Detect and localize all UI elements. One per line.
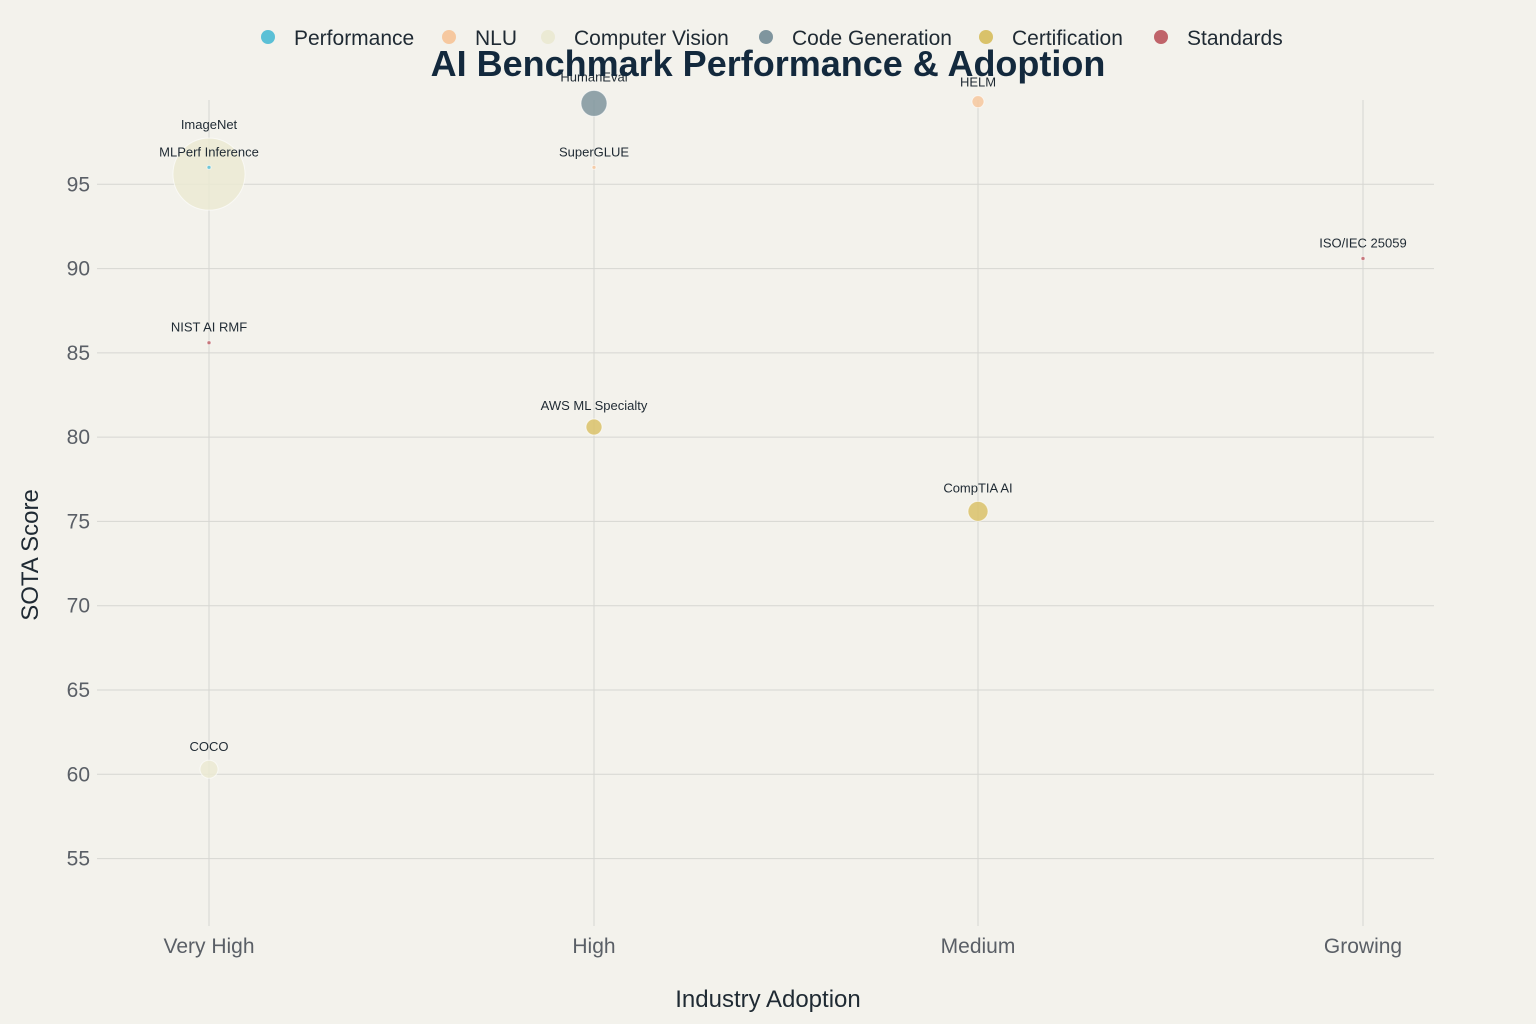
y-tick-label: 95 xyxy=(67,173,90,196)
data-point-helm xyxy=(971,95,985,109)
data-label-iso-iec-25059: ISO/IEC 25059 xyxy=(1319,235,1406,250)
y-tick-label: 80 xyxy=(67,426,90,449)
data-label-comptia-ai: CompTIA AI xyxy=(943,480,1012,495)
x-tick-label: High xyxy=(572,935,615,958)
data-point-iso-iec-25059 xyxy=(1360,255,1366,261)
y-axis-title: SOTA Score xyxy=(17,489,44,621)
legend-item-computer-vision: Computer Vision xyxy=(541,27,729,50)
y-tick-label: 55 xyxy=(67,848,90,871)
y-tick-label: 70 xyxy=(67,595,90,618)
data-point-comptia-ai xyxy=(967,500,989,522)
legend-label: Computer Vision xyxy=(574,27,729,50)
data-labels: MLPerf Inference SuperGLUE HELM ImageNet COC… xyxy=(159,69,1407,754)
data-label-nist-ai-rmf: NIST AI RMF xyxy=(171,320,247,335)
legend-marker xyxy=(759,30,773,44)
y-tick-label: 65 xyxy=(67,679,90,702)
y-tick-label: 85 xyxy=(67,342,90,365)
data-point-humaneval xyxy=(580,89,608,117)
data-label-superglue: SuperGLUE xyxy=(559,144,629,159)
legend-marker xyxy=(261,30,275,44)
data-label-mlperf-inference: MLPerf Inference xyxy=(159,144,259,159)
axis-ticks: 55 60 65 70 75 80 85 90 95 Very High High Medium Gro… xyxy=(67,173,1402,958)
legend-marker xyxy=(442,30,456,44)
data-label-imagenet: ImageNet xyxy=(181,117,238,132)
legend-marker xyxy=(541,30,555,44)
data-point-coco xyxy=(199,759,219,779)
data-label-coco: COCO xyxy=(190,739,229,754)
legend-label: Certification xyxy=(1012,27,1123,50)
grid xyxy=(97,100,1434,926)
data-point-imagenet xyxy=(172,137,246,211)
x-tick-label: Very High xyxy=(163,935,254,958)
data-label-helm: HELM xyxy=(960,75,996,90)
y-tick-label: 60 xyxy=(67,763,90,786)
legend-item-performance: Performance xyxy=(261,27,414,50)
data-point-aws-ml-specialty xyxy=(585,418,603,436)
data-point-mlperf-inference xyxy=(206,164,212,170)
legend: Performance NLU Computer Vision Code Genera… xyxy=(261,27,1283,50)
chart-title: AI Benchmark Performance & Adoption xyxy=(431,43,1106,84)
data-label-humaneval: HumanEval xyxy=(560,69,627,84)
legend-item-standards: Standards xyxy=(1154,27,1283,50)
data-point-superglue xyxy=(591,164,597,170)
legend-item-nlu: NLU xyxy=(442,27,517,50)
x-axis-title: Industry Adoption xyxy=(675,986,860,1013)
data-points xyxy=(172,89,1366,779)
legend-marker xyxy=(1154,30,1168,44)
legend-label: NLU xyxy=(475,27,517,50)
y-tick-label: 90 xyxy=(67,258,90,281)
x-tick-label: Medium xyxy=(941,935,1016,958)
data-label-aws-ml-specialty: AWS ML Specialty xyxy=(541,398,648,413)
data-point-nist-ai-rmf xyxy=(206,340,212,346)
legend-label: Standards xyxy=(1187,27,1283,50)
legend-marker xyxy=(979,30,993,44)
y-tick-label: 75 xyxy=(67,510,90,533)
x-tick-label: Growing xyxy=(1324,935,1402,958)
legend-item-code-generation: Code Generation xyxy=(759,27,952,50)
legend-label: Performance xyxy=(294,27,414,50)
legend-item-certification: Certification xyxy=(979,27,1123,50)
legend-label: Code Generation xyxy=(792,27,952,50)
